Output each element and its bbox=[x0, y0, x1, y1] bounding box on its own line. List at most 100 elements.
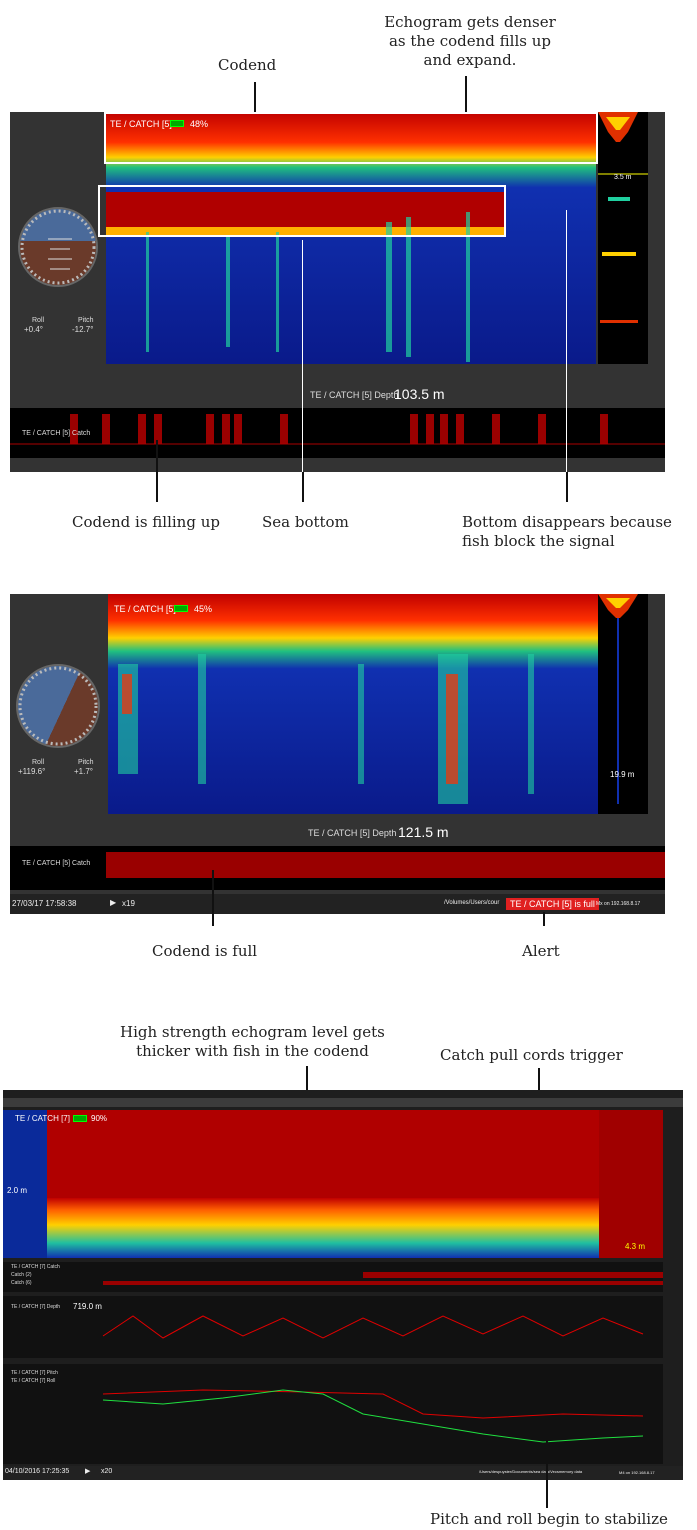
pitch-roll-graph: TE / CATCH [7] Pitch TE / CATCH [7] Roll bbox=[3, 1364, 663, 1464]
pitch-label: Pitch bbox=[78, 317, 94, 324]
caption-pullcords: Catch pull cords trigger bbox=[440, 1046, 623, 1064]
catch-label: TE / CATCH [5] Catch bbox=[22, 860, 91, 867]
echogram-1 bbox=[106, 112, 596, 364]
attitude-gauge bbox=[18, 207, 98, 287]
battery-icon bbox=[174, 605, 188, 612]
pitch-roll-lines bbox=[102, 1389, 644, 1443]
sensor-label: TE / CATCH [5] bbox=[110, 119, 172, 129]
echogram-2 bbox=[108, 594, 598, 814]
catch-strip-2: TE / CATCH [5] Catch bbox=[10, 846, 665, 890]
alert-badge: TE / CATCH [5] is full bbox=[506, 898, 599, 910]
screenshot-panel-2: Roll +119.6° Pitch +1.7° TE / CATCH [5] … bbox=[10, 594, 665, 914]
battery-percent: 45% bbox=[194, 604, 213, 614]
pointer-seabottom bbox=[302, 240, 303, 502]
pointer-disappear-lower bbox=[566, 472, 568, 502]
battery-percent: 48% bbox=[190, 119, 209, 129]
roll-value: +119.6° bbox=[18, 767, 46, 776]
depth-label: TE / CATCH [7] Depth bbox=[11, 1304, 61, 1310]
tab-bar bbox=[3, 1098, 683, 1107]
roll-value: +0.4° bbox=[24, 325, 43, 334]
catch-bar-long bbox=[363, 1272, 663, 1278]
path-text: /Volumes/Users/cour bbox=[444, 900, 500, 906]
pointer-stabilize bbox=[546, 1440, 548, 1508]
caption-high: High strength echogram level gets thicke… bbox=[120, 1023, 385, 1060]
playback-bar-3: 04/10/2016 17:25:35 ▶ x20 /Users/despuys… bbox=[3, 1466, 683, 1480]
depth-readout-value: 103.5 m bbox=[394, 386, 445, 402]
gauge-ticks-icon bbox=[20, 209, 96, 285]
seabottom-highlight bbox=[98, 185, 506, 237]
caption-alert: Alert bbox=[522, 942, 560, 960]
codend-highlight bbox=[104, 112, 598, 164]
catch-full-bar bbox=[106, 852, 665, 878]
sensor-label: TE / CATCH [7] bbox=[15, 1114, 70, 1123]
depth-readout-value: 121.5 m bbox=[398, 824, 449, 840]
depth-scale-graphic bbox=[598, 112, 648, 323]
depth-graph: TE / CATCH [7] Depth 719.0 m bbox=[3, 1296, 663, 1358]
depth-scale-2 bbox=[598, 594, 648, 814]
speed-value[interactable]: x19 bbox=[122, 899, 135, 908]
catch-row-1: TE / CATCH [7] Catch bbox=[11, 1264, 60, 1270]
echogram-3-lower bbox=[47, 1198, 599, 1258]
caption-stabilize: Pitch and roll begin to stabilize bbox=[430, 1510, 668, 1528]
scale-marker: 19.9 m bbox=[610, 770, 635, 779]
echogram-2-canvas bbox=[108, 594, 598, 814]
depth-readout-label: TE / CATCH [5] Depth bbox=[308, 828, 397, 838]
pitch-label: Pitch bbox=[78, 759, 94, 766]
depth-scale-3 bbox=[599, 1110, 663, 1258]
screenshot-panel-3: TE / CATCH [7] 90% 2.0 m 4.3 m TE / CATC… bbox=[3, 1090, 683, 1480]
caption-disappear: Bottom disappears because fish block the… bbox=[462, 513, 672, 550]
playback-time: 04/10/2016 17:25:35 bbox=[5, 1468, 70, 1475]
roll-label: Roll bbox=[32, 317, 45, 324]
catch-row-2: Catch (2) bbox=[11, 1272, 32, 1278]
depth-line bbox=[102, 1315, 644, 1339]
scale-marker: 3.5 m bbox=[614, 174, 632, 181]
echogram-3 bbox=[3, 1110, 599, 1258]
caption-denser: Echogram gets denser as the codend fills… bbox=[384, 13, 556, 69]
mx-status: Mx on 192.168.8.17 bbox=[596, 901, 641, 907]
scale-marker: 4.3 m bbox=[625, 1242, 646, 1251]
gauge-ticks-icon bbox=[18, 666, 98, 746]
depth-scale-1 bbox=[598, 112, 648, 364]
depth-scale-graphic bbox=[598, 594, 638, 804]
pitch-value: -12.7° bbox=[72, 325, 94, 334]
left-marker: 2.0 m bbox=[7, 1186, 28, 1195]
mx-status: M4 on 192.168.8.17 bbox=[619, 1470, 655, 1475]
battery-icon bbox=[170, 120, 184, 127]
path-text: /Users/despuyster/Documents/sea data/Vec… bbox=[479, 1469, 583, 1474]
pitch-value: +1.7° bbox=[74, 767, 93, 776]
depth-readout-label: TE / CATCH [5] Depth bbox=[310, 390, 399, 400]
caption-codend: Codend bbox=[218, 56, 277, 74]
play-button[interactable]: ▶ bbox=[110, 898, 117, 907]
sensor-label: TE / CATCH [5] bbox=[114, 604, 176, 614]
battery-icon bbox=[73, 1115, 87, 1122]
pointer-denser bbox=[465, 76, 467, 114]
catch-row-3: Catch (6) bbox=[11, 1280, 32, 1286]
catch-strip-1: TE / CATCH [5] Catch bbox=[10, 408, 665, 458]
caption-filling: Codend is filling up bbox=[72, 513, 220, 531]
caption-full: Codend is full bbox=[152, 942, 258, 960]
pitch-label: TE / CATCH [7] Pitch bbox=[11, 1370, 58, 1376]
attitude-gauge-2 bbox=[16, 664, 100, 748]
speed-value[interactable]: x20 bbox=[101, 1468, 113, 1475]
pointer-disappear bbox=[566, 210, 567, 472]
pointer-full bbox=[212, 870, 214, 926]
depth-value: 719.0 m bbox=[73, 1302, 102, 1311]
catch-bar-thin bbox=[103, 1281, 663, 1285]
screenshot-panel-1: Roll +0.4° Pitch -12.7° TE / CATCH [5] 4… bbox=[10, 112, 665, 472]
play-button[interactable]: ▶ bbox=[85, 1468, 91, 1475]
battery-percent: 90% bbox=[91, 1114, 108, 1123]
playback-bar-2: 27/03/17 17:58:38 ▶ x19 /Volumes/Users/c… bbox=[10, 894, 665, 914]
catch-rows: TE / CATCH [7] Catch Catch (2) Catch (6) bbox=[3, 1262, 663, 1292]
pointer-filling bbox=[156, 440, 158, 502]
echogram-3-left bbox=[3, 1110, 47, 1258]
playback-time: 27/03/17 17:58:38 bbox=[12, 899, 77, 908]
echogram-1-canvas bbox=[106, 112, 596, 364]
catch-bars bbox=[10, 414, 665, 445]
pointer-seabottom-lower bbox=[302, 472, 304, 502]
roll-label: TE / CATCH [7] Roll bbox=[11, 1378, 56, 1384]
roll-label: Roll bbox=[32, 759, 45, 766]
caption-seabottom: Sea bottom bbox=[262, 513, 349, 531]
pointer-alert bbox=[543, 912, 545, 926]
pointer-codend bbox=[254, 82, 256, 114]
catch-label: TE / CATCH [5] Catch bbox=[22, 430, 91, 437]
